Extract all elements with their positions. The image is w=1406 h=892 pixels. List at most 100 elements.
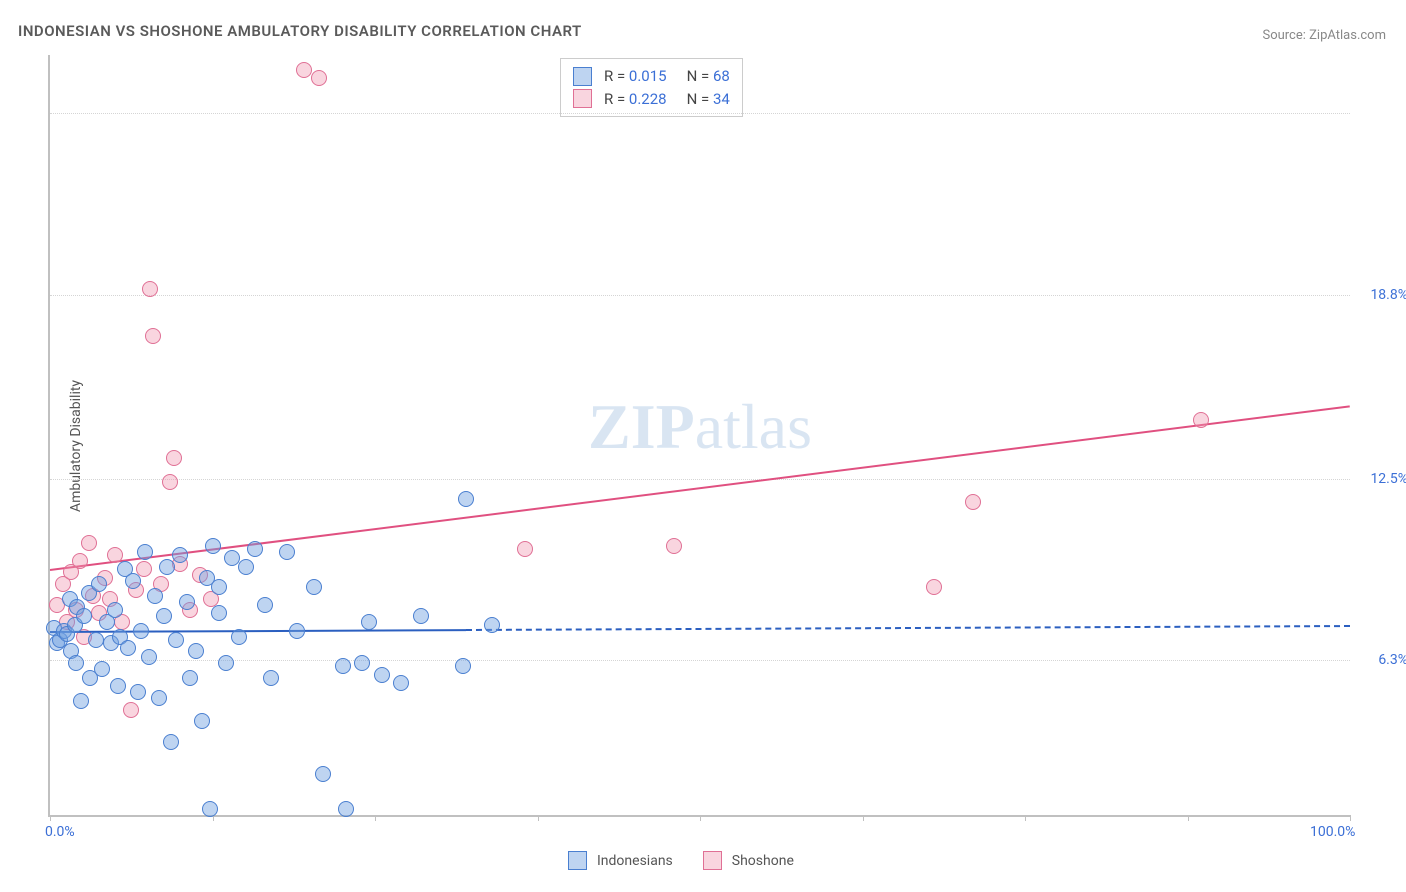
data-point bbox=[484, 617, 500, 633]
source-label: Source: bbox=[1262, 28, 1309, 43]
data-point bbox=[166, 450, 182, 466]
data-point bbox=[110, 678, 126, 694]
trend-line bbox=[466, 625, 1350, 631]
x-tick bbox=[538, 815, 539, 821]
data-point bbox=[73, 693, 89, 709]
data-point bbox=[81, 535, 97, 551]
data-point bbox=[130, 684, 146, 700]
data-point bbox=[455, 658, 471, 674]
stats-row: R = 0.228N = 34 bbox=[573, 88, 730, 111]
data-point bbox=[159, 559, 175, 575]
gridline bbox=[50, 479, 1350, 480]
data-point bbox=[413, 608, 429, 624]
data-point bbox=[172, 547, 188, 563]
data-point bbox=[263, 670, 279, 686]
data-point bbox=[218, 655, 234, 671]
data-point bbox=[458, 491, 474, 507]
x-tick-label: 0.0% bbox=[45, 824, 75, 840]
x-tick bbox=[700, 815, 701, 821]
data-point bbox=[137, 544, 153, 560]
legend-label: Indonesians bbox=[597, 853, 673, 869]
data-point bbox=[393, 675, 409, 691]
data-point bbox=[926, 579, 942, 595]
legend-item-indonesians: Indonesians bbox=[568, 851, 673, 870]
scatter-chart: ZIPatlas R = 0.015N = 68R = 0.228N = 34 … bbox=[48, 55, 1388, 845]
data-point bbox=[179, 594, 195, 610]
x-tick bbox=[375, 815, 376, 821]
data-point bbox=[205, 538, 221, 554]
data-point bbox=[238, 559, 254, 575]
data-point bbox=[257, 597, 273, 613]
x-tick bbox=[863, 815, 864, 821]
data-point bbox=[94, 661, 110, 677]
data-point bbox=[965, 494, 981, 510]
x-tick bbox=[1350, 815, 1351, 821]
watermark: ZIPatlas bbox=[588, 390, 812, 464]
data-point bbox=[142, 281, 158, 297]
data-point bbox=[666, 538, 682, 554]
data-point bbox=[162, 474, 178, 490]
data-point bbox=[335, 658, 351, 674]
data-point bbox=[247, 541, 263, 557]
data-point bbox=[68, 655, 84, 671]
stats-row: R = 0.015N = 68 bbox=[573, 65, 730, 88]
data-point bbox=[211, 579, 227, 595]
data-point bbox=[125, 573, 141, 589]
data-point bbox=[279, 544, 295, 560]
y-tick-label: 6.3% bbox=[1356, 652, 1406, 668]
data-point bbox=[147, 588, 163, 604]
swatch-icon bbox=[568, 851, 587, 870]
source-attribution: Source: ZipAtlas.com bbox=[1262, 28, 1386, 43]
data-point bbox=[211, 605, 227, 621]
data-point bbox=[517, 541, 533, 557]
gridline bbox=[50, 295, 1350, 296]
data-point bbox=[194, 713, 210, 729]
data-point bbox=[123, 702, 139, 718]
data-point bbox=[1193, 412, 1209, 428]
data-point bbox=[168, 632, 184, 648]
legend-item-shoshone: Shoshone bbox=[703, 851, 794, 870]
y-tick-label: 18.8% bbox=[1356, 287, 1406, 303]
data-point bbox=[120, 640, 136, 656]
trend-line bbox=[50, 406, 1350, 572]
data-point bbox=[182, 670, 198, 686]
legend-label: Shoshone bbox=[732, 853, 794, 869]
plot-area: ZIPatlas R = 0.015N = 68R = 0.228N = 34 … bbox=[48, 55, 1350, 817]
data-point bbox=[188, 643, 204, 659]
data-point bbox=[156, 608, 172, 624]
data-point bbox=[224, 550, 240, 566]
data-point bbox=[354, 655, 370, 671]
data-point bbox=[374, 667, 390, 683]
data-point bbox=[133, 623, 149, 639]
data-point bbox=[338, 801, 354, 817]
data-point bbox=[231, 629, 247, 645]
data-point bbox=[163, 734, 179, 750]
x-tick-label: 100.0% bbox=[1310, 824, 1355, 840]
data-point bbox=[151, 690, 167, 706]
data-point bbox=[306, 579, 322, 595]
x-tick bbox=[1025, 815, 1026, 821]
data-point bbox=[141, 649, 157, 665]
x-tick bbox=[1188, 815, 1189, 821]
data-point bbox=[72, 553, 88, 569]
data-point bbox=[361, 614, 377, 630]
data-point bbox=[107, 547, 123, 563]
data-point bbox=[88, 632, 104, 648]
swatch-icon bbox=[703, 851, 722, 870]
data-point bbox=[315, 766, 331, 782]
data-point bbox=[289, 623, 305, 639]
data-point bbox=[311, 70, 327, 86]
chart-title: INDONESIAN VS SHOSHONE AMBULATORY DISABI… bbox=[18, 22, 582, 40]
gridline bbox=[50, 660, 1350, 661]
y-tick-label: 12.5% bbox=[1356, 471, 1406, 487]
data-point bbox=[76, 608, 92, 624]
data-point bbox=[107, 602, 123, 618]
x-tick bbox=[50, 815, 51, 821]
gridline bbox=[50, 113, 1350, 114]
series-legend: Indonesians Shoshone bbox=[568, 851, 794, 870]
source-link[interactable]: ZipAtlas.com bbox=[1309, 28, 1386, 43]
data-point bbox=[202, 801, 218, 817]
data-point bbox=[145, 328, 161, 344]
data-point bbox=[91, 576, 107, 592]
data-point bbox=[296, 62, 312, 78]
